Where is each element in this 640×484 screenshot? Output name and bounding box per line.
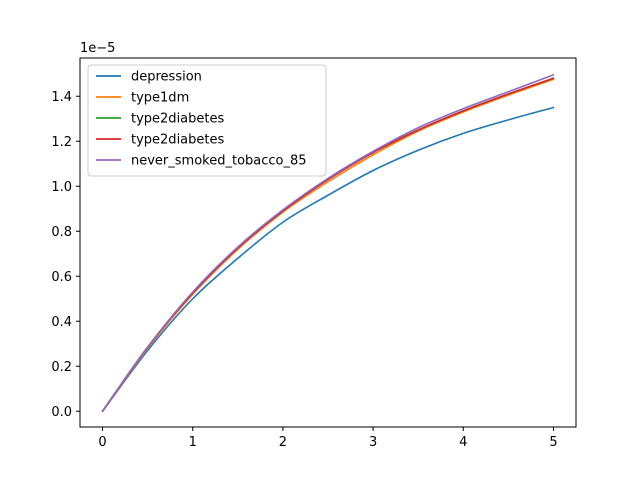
series-layer <box>101 74 555 413</box>
series-line-0 <box>101 106 555 413</box>
y-tick-label: 1.0 <box>51 180 72 195</box>
x-tick-label: 2 <box>279 435 287 450</box>
x-tick-label: 5 <box>549 435 557 450</box>
x-axis-ticks: 0 1 2 3 4 5 <box>98 427 558 450</box>
plot-frame <box>79 57 577 428</box>
y-tick-label: 1.2 <box>51 135 72 150</box>
legend-label: depression <box>131 70 202 85</box>
legend-label: never_smoked_tobacco_85 <box>131 154 307 169</box>
y-tick-label: 0.2 <box>51 360 72 375</box>
x-tick-label: 1 <box>189 435 197 450</box>
legend-label: type1dm <box>131 91 189 106</box>
series-line-4 <box>101 74 555 413</box>
y-tick-label: 0.8 <box>51 225 72 240</box>
x-tick-label: 3 <box>369 435 377 450</box>
legend: depression type1dm type2diabetes type2diabe… <box>87 64 327 177</box>
y-axis-offset-label: 1e−5 <box>80 41 115 56</box>
y-axis-ticks: 0.0 0.2 0.4 0.6 0.8 1.0 1.2 1.4 <box>51 90 80 420</box>
y-tick-label: 0.6 <box>51 270 72 285</box>
legend-label: type2diabetes <box>131 133 224 148</box>
legend-label: type2diabetes <box>131 112 224 127</box>
x-tick-label: 4 <box>459 435 467 450</box>
y-tick-label: 1.4 <box>51 90 72 105</box>
y-tick-label: 0.4 <box>51 315 72 330</box>
y-tick-label: 0.0 <box>51 405 72 420</box>
x-tick-label: 0 <box>98 435 106 450</box>
legend-box <box>87 64 327 177</box>
